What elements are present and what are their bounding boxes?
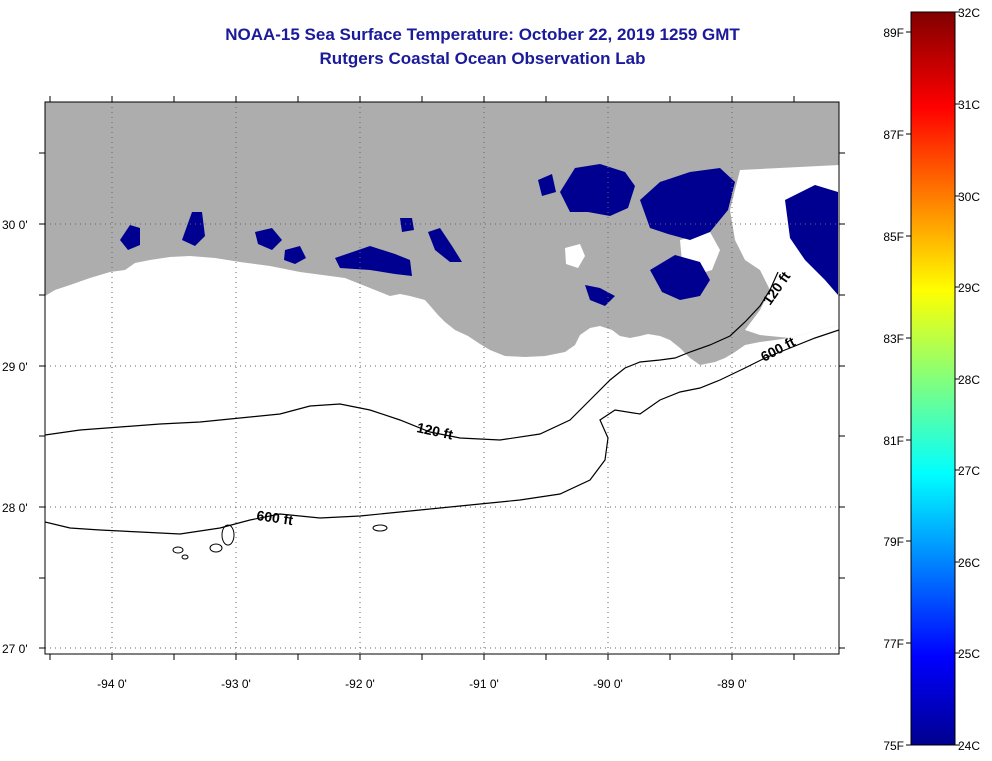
fahrenheit-label: 83F xyxy=(883,332,904,346)
map-title: NOAA-15 Sea Surface Temperature: October… xyxy=(225,25,740,44)
fahrenheit-label: 75F xyxy=(883,739,904,753)
colorbar xyxy=(910,11,956,746)
map-subtitle: Rutgers Coastal Ocean Observation Lab xyxy=(319,49,646,68)
celsius-label: 27C xyxy=(958,464,980,478)
celsius-labels: 32C 31C 30C 29C 28C 27C 26C 25C 24C xyxy=(958,6,980,753)
fahrenheit-label: 89F xyxy=(883,26,904,40)
lat-label: 28 0' xyxy=(2,501,28,515)
celsius-label: 29C xyxy=(958,281,980,295)
latitude-labels: 30 0' 29 0' 28 0' 27 0' xyxy=(2,218,28,656)
map-frame xyxy=(44,101,840,655)
contour-islands xyxy=(172,524,388,560)
fahrenheit-label: 79F xyxy=(883,535,904,549)
celsius-label: 24C xyxy=(958,739,980,753)
lon-label: -94 0' xyxy=(97,677,127,691)
celsius-label: 31C xyxy=(958,98,980,112)
lat-label: 30 0' xyxy=(2,218,28,232)
lon-label: -89 0' xyxy=(717,677,747,691)
fahrenheit-label: 77F xyxy=(883,637,904,651)
tick-marks xyxy=(39,96,845,660)
longitude-labels: -94 0' -93 0' -92 0' -91 0' -90 0' -89 0… xyxy=(97,677,747,691)
fahrenheit-label: 81F xyxy=(883,434,904,448)
celsius-label: 26C xyxy=(958,556,980,570)
lat-label: 27 0' xyxy=(2,642,28,656)
cold-sst-patches xyxy=(120,164,838,306)
contour-label: 120 ft xyxy=(415,419,454,442)
contour-label: 600 ft xyxy=(256,507,295,528)
lat-label: 29 0' xyxy=(2,360,28,374)
lon-label: -92 0' xyxy=(345,677,375,691)
lon-label: -90 0' xyxy=(593,677,623,691)
celsius-label: 25C xyxy=(958,647,980,661)
isobath-600ft xyxy=(45,329,839,535)
celsius-label: 30C xyxy=(958,190,980,204)
celsius-label: 28C xyxy=(958,373,980,387)
fahrenheit-labels: 89F 87F 85F 83F 81F 79F 77F 75F xyxy=(883,26,904,753)
fahrenheit-label: 87F xyxy=(883,128,904,142)
lake-patch xyxy=(565,244,585,268)
fahrenheit-label: 85F xyxy=(883,230,904,244)
celsius-label: 32C xyxy=(958,6,980,20)
isobath-120ft xyxy=(45,271,779,441)
colorbar-ticks xyxy=(906,11,960,746)
lon-label: -93 0' xyxy=(221,677,251,691)
graticule xyxy=(45,102,839,654)
lon-label: -91 0' xyxy=(469,677,499,691)
